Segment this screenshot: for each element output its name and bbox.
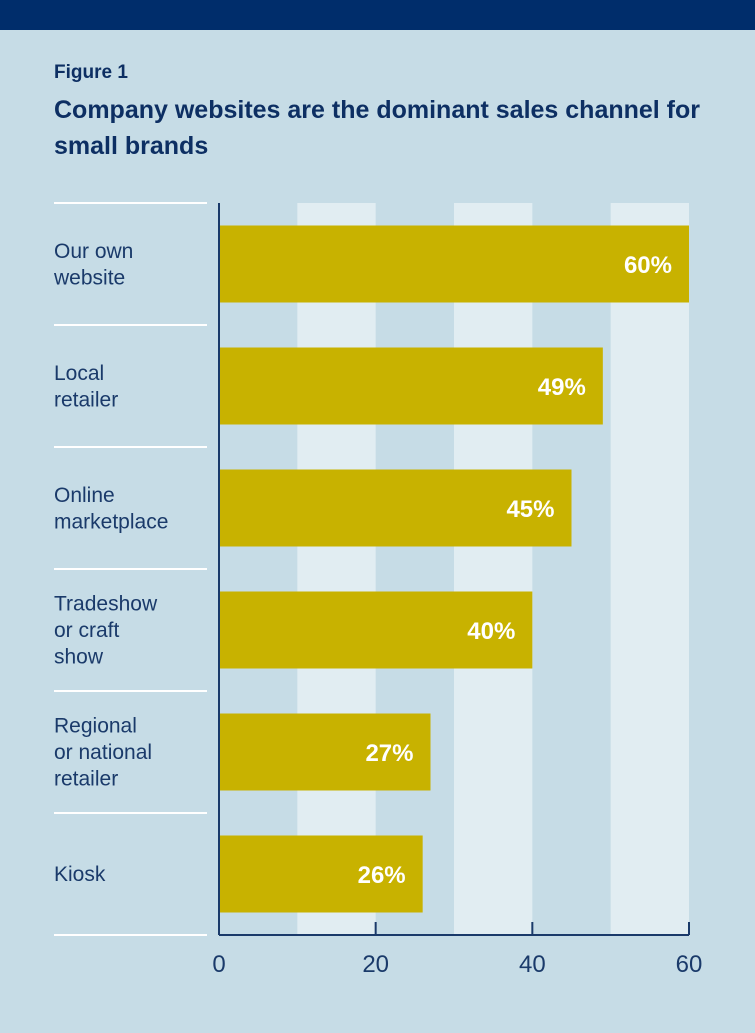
data-label: 40% (467, 618, 515, 645)
bar (219, 713, 431, 791)
bar (219, 591, 533, 669)
data-label: 26% (358, 862, 406, 889)
top-banner (0, 0, 755, 30)
bar (219, 225, 689, 303)
category-label: Kiosk (54, 863, 106, 886)
category-label: Tradeshow or craft show (54, 593, 158, 669)
x-tick-label: 20 (362, 951, 389, 978)
category-label: Regional or national retailer (54, 715, 152, 791)
category-label-line: Regional (54, 715, 137, 738)
category-label: Online marketplace (54, 484, 168, 534)
grid-band (454, 203, 533, 935)
data-label: 45% (506, 496, 554, 523)
category-label-line: Our own (54, 240, 133, 263)
data-label: 60% (624, 252, 672, 279)
category-label-line: retailer (54, 768, 118, 791)
category-label: Our own website (53, 240, 133, 290)
category-label-line: Local (54, 362, 104, 385)
grid-band (610, 203, 689, 935)
data-label: 49% (538, 374, 586, 401)
category-label-line: retailer (54, 388, 118, 411)
bar (219, 835, 423, 913)
x-tick-label: 60 (676, 951, 703, 978)
figure-label: Figure 1 (54, 62, 128, 83)
category-label-line: website (53, 266, 125, 289)
category-label-line: marketplace (54, 510, 168, 533)
data-label: 27% (365, 740, 413, 767)
category-label-line: show (54, 646, 104, 669)
bar (219, 469, 572, 547)
category-label-line: Kiosk (54, 863, 106, 886)
category-label: Local retailer (54, 362, 118, 412)
x-tick-label: 0 (212, 951, 225, 978)
chart-title: Company websites are the dominant sales … (54, 96, 701, 160)
x-tick-label: 40 (519, 951, 546, 978)
category-label-line: or national (54, 741, 152, 764)
category-label-line: or craft (54, 619, 120, 642)
bar (219, 347, 603, 425)
grid-band (297, 203, 376, 935)
category-label-line: Tradeshow (54, 593, 158, 616)
category-label-line: Online (54, 484, 115, 507)
